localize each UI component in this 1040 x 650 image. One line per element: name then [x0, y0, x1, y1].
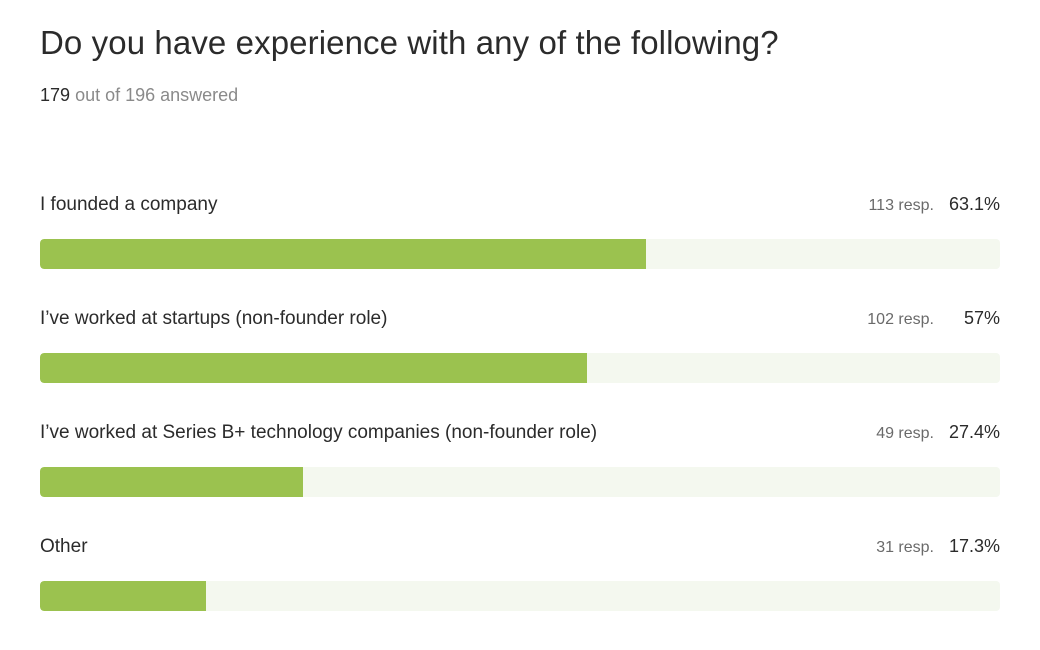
option-label: Other: [40, 536, 88, 557]
option-bar-fill: [40, 467, 304, 497]
answered-suffix: out of 196 answered: [75, 85, 239, 105]
option-stats: 102 resp. 57%: [867, 308, 1000, 329]
option-responses: 31 resp.: [876, 539, 934, 556]
option-label: I’ve worked at startups (non-founder rol…: [40, 308, 388, 329]
option-label: I’ve worked at Series B+ technology comp…: [40, 422, 598, 443]
option-startups: I’ve worked at startups (non-founder rol…: [40, 306, 1000, 420]
option-stats: 113 resp. 63.1%: [868, 194, 1000, 215]
option-percent: 17.3%: [948, 536, 1000, 556]
option-bar-track: [40, 581, 1000, 611]
option-label: I founded a company: [40, 194, 218, 215]
option-percent: 27.4%: [948, 422, 1000, 442]
option-percent: 63.1%: [948, 194, 1000, 214]
option-bar-fill: [40, 581, 207, 611]
option-responses: 113 resp.: [868, 197, 934, 214]
option-founded-company: I founded a company 113 resp. 63.1%: [40, 192, 1000, 306]
options-list: I founded a company 113 resp. 63.1% I’ve…: [40, 192, 1000, 648]
answered-count: 179: [40, 85, 71, 105]
option-bar-track: [40, 239, 1000, 269]
option-other: Other 31 resp. 17.3%: [40, 534, 1000, 648]
option-bar-track: [40, 467, 1000, 497]
question-title: Do you have experience with any of the f…: [40, 24, 779, 61]
option-stats: 49 resp. 27.4%: [876, 422, 1000, 443]
option-percent: 57%: [963, 308, 1000, 328]
option-responses: 49 resp.: [876, 425, 934, 442]
option-series-b: I’ve worked at Series B+ technology comp…: [40, 420, 1000, 534]
option-bar-fill: [40, 239, 646, 269]
option-bar-track: [40, 353, 1000, 383]
option-stats: 31 resp. 17.3%: [876, 536, 1000, 557]
answered-summary: 179 out of 196 answered: [40, 85, 238, 106]
option-responses: 102 resp.: [867, 311, 934, 328]
option-bar-fill: [40, 353, 588, 383]
